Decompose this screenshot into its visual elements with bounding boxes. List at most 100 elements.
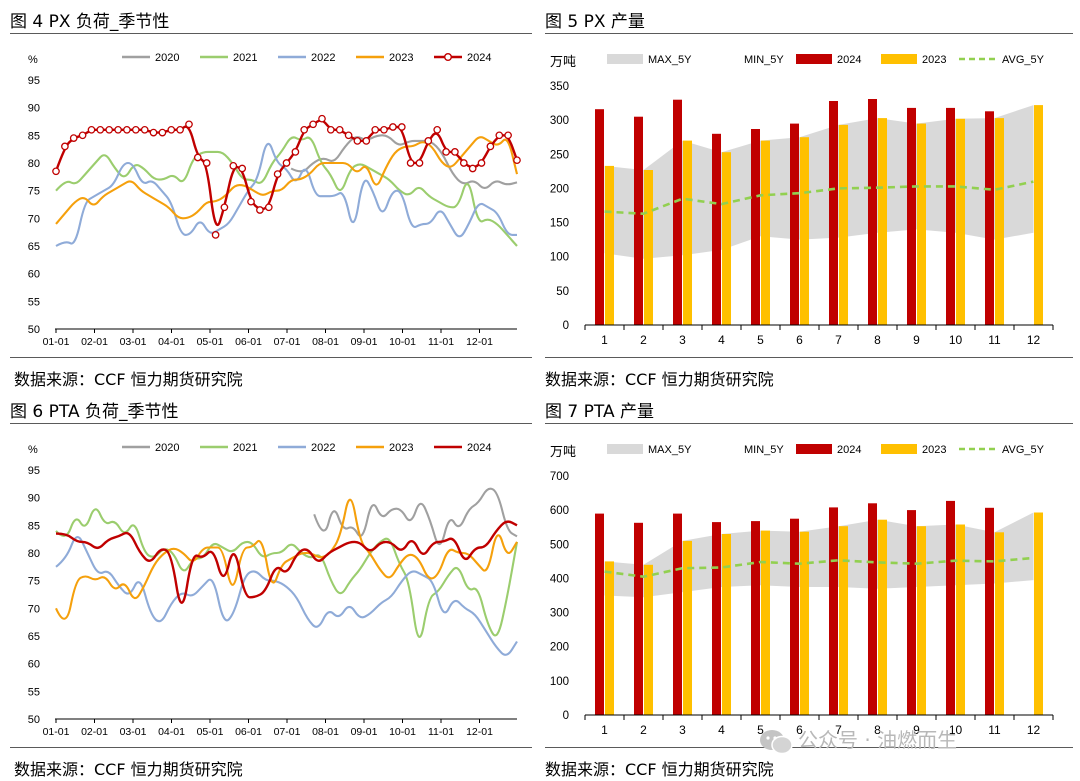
y-tick-label: 95 <box>28 75 40 87</box>
bar-2023 <box>761 140 770 325</box>
data-point <box>344 131 353 140</box>
bar-2023 <box>722 534 731 715</box>
data-point <box>389 123 397 131</box>
divider <box>545 423 1073 424</box>
bar-2023 <box>644 170 653 325</box>
y-axis-unit: 万吨 <box>550 54 576 69</box>
y-tick-label: 100 <box>550 676 569 688</box>
y-tick-label: 90 <box>28 103 40 115</box>
bar-2023 <box>605 561 614 715</box>
divider <box>10 357 532 358</box>
data-point <box>87 125 96 134</box>
x-tick-label: 3 <box>679 723 686 737</box>
bar-2024 <box>595 513 604 715</box>
bar-2024 <box>829 507 838 715</box>
x-tick-label: 10 <box>949 333 963 347</box>
bar-2024 <box>673 513 682 715</box>
data-point <box>78 131 87 140</box>
data-point <box>371 125 380 134</box>
y-tick-label: 100 <box>550 252 569 264</box>
y-tick-label: 90 <box>28 493 40 505</box>
y-tick-label: 250 <box>550 149 569 161</box>
y-tick-label: 0 <box>563 320 569 332</box>
data-point <box>433 125 442 134</box>
data-point <box>397 123 406 131</box>
series-line-2021 <box>55 136 518 247</box>
x-tick-label: 09-01 <box>351 726 378 738</box>
divider <box>545 33 1073 34</box>
data-point <box>256 206 264 214</box>
x-tick-label: 11 <box>988 333 1001 347</box>
series-line-2021 <box>55 508 519 638</box>
px-output-chart: 万吨 MAX_5Y MIN_5Y 2024 2023 AVG_5Y 0 50 100 150 200… <box>550 54 1054 347</box>
y-tick-label: 80 <box>28 158 40 170</box>
bar-2024 <box>907 510 916 715</box>
pta-output-chart: 万吨 MAX_5Y MIN_5Y 2024 2023 AVG_5Y 0 100 200 300 40… <box>550 444 1054 737</box>
legend-label: AVG_5Y <box>1002 54 1045 66</box>
y-axis-unit: % <box>28 54 38 66</box>
data-point <box>442 148 450 156</box>
data-point <box>309 120 317 129</box>
legend-label: 2021 <box>233 52 257 64</box>
x-tick-label: 01-01 <box>43 726 70 738</box>
divider <box>10 33 532 34</box>
series-line-2020 <box>313 487 518 546</box>
bar-2023 <box>800 531 809 715</box>
series-line-2023 <box>55 136 519 225</box>
x-tick-label: 04-01 <box>158 726 185 738</box>
x-tick-label: 9 <box>913 333 920 347</box>
source-note: 数据来源：CCF 恒力期货研究院 <box>14 370 243 389</box>
avg-5y-line <box>604 556 1034 579</box>
data-point <box>61 142 69 151</box>
y-tick-label: 400 <box>550 573 569 585</box>
x-tick-label: 12-01 <box>466 726 493 738</box>
x-tick-label: 10-01 <box>389 336 416 348</box>
series-line-2023 <box>55 498 518 620</box>
series-line-2022 <box>55 142 517 247</box>
legend-swatch <box>796 444 832 454</box>
legend-swatch <box>881 54 917 64</box>
bar-2024 <box>790 123 799 325</box>
bar-2023 <box>683 140 692 325</box>
y-tick-label: 55 <box>28 686 40 698</box>
x-tick-label: 5 <box>757 723 764 737</box>
data-point <box>282 159 291 167</box>
divider <box>10 747 532 748</box>
bar-2023 <box>839 124 848 326</box>
data-point <box>96 125 105 134</box>
bar-2024 <box>673 99 682 325</box>
x-tick-label: 04-01 <box>158 336 185 348</box>
series-line-2024 <box>55 520 518 604</box>
x-tick-label: 05-01 <box>197 336 224 348</box>
bar-2024 <box>829 101 838 325</box>
data-point <box>459 159 468 167</box>
y-tick-label: 75 <box>28 186 40 198</box>
x-tick-label: 4 <box>718 333 725 347</box>
y-tick-label: 65 <box>28 241 40 253</box>
legend-label: 2023 <box>922 54 946 66</box>
bar-2024 <box>751 521 760 715</box>
bar-2024 <box>634 522 643 715</box>
legend-label: 2020 <box>155 442 179 454</box>
px-load-chart: 50 55 60 65 70 75 80 85 90 95% 01-01 02-01 03-01 04-0… <box>28 52 521 348</box>
bar-2024 <box>868 503 877 715</box>
y-tick-label: 200 <box>550 183 569 195</box>
data-point <box>326 125 335 134</box>
data-point <box>238 164 247 173</box>
legend-swatch <box>796 54 832 64</box>
data-point <box>451 148 459 156</box>
pta-output-title: 图 7 PTA 产量 <box>545 402 654 422</box>
legend-swatch <box>607 54 643 64</box>
x-tick-label: 03-01 <box>120 336 147 348</box>
y-tick-label: 60 <box>28 659 40 671</box>
x-tick-label: 11 <box>988 723 1001 737</box>
data-point <box>468 164 477 173</box>
y-tick-label: 350 <box>550 81 569 93</box>
data-point <box>477 159 486 167</box>
x-tick-label: 12-01 <box>466 336 493 348</box>
bar-2023 <box>995 532 1004 715</box>
bar-2024 <box>712 522 721 715</box>
bar-2024 <box>634 116 643 325</box>
y-tick-label: 80 <box>28 548 40 560</box>
data-point <box>353 137 362 145</box>
